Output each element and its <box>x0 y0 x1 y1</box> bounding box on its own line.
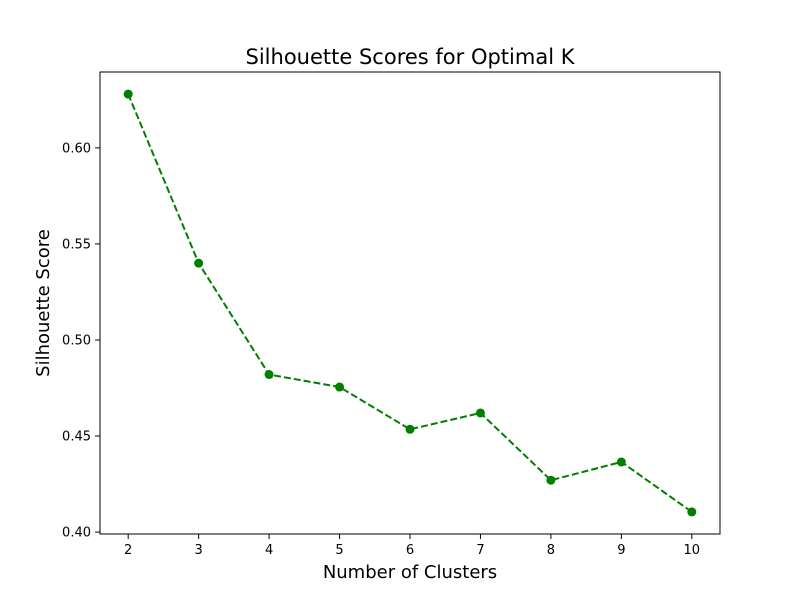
x-tick-label: 5 <box>335 543 343 558</box>
x-tick-label: 6 <box>406 543 414 558</box>
data-point <box>335 382 345 392</box>
x-tick-label: 10 <box>684 543 701 558</box>
x-tick-label: 3 <box>194 543 202 558</box>
data-point <box>616 457 626 467</box>
y-tick-label: 0.50 <box>62 333 91 348</box>
data-point <box>546 475 556 485</box>
x-tick-label: 9 <box>617 543 625 558</box>
plot-layer: 2 3 4 5 6 7 8 9 10 0.40 0.45 0.50 0.55 0.60 <box>62 71 721 558</box>
data-point <box>194 258 204 268</box>
series-line <box>127 93 693 513</box>
data-point <box>123 89 133 99</box>
y-axis-label: Silhouette Score <box>33 229 54 377</box>
data-point <box>687 507 697 517</box>
x-tick-label: 7 <box>476 543 484 558</box>
x-tick-label: 2 <box>124 543 132 558</box>
y-tick-label: 0.55 <box>62 237 91 252</box>
x-tick-label: 8 <box>547 543 555 558</box>
y-tick-label: 0.45 <box>62 430 91 445</box>
data-point <box>405 424 415 434</box>
chart-title: Silhouette Scores for Optimal K <box>246 45 576 69</box>
x-tick-label: 4 <box>265 543 273 558</box>
y-tick-label: 0.40 <box>62 526 91 541</box>
data-point <box>475 408 485 418</box>
data-point <box>264 370 274 380</box>
plot-frame <box>99 71 721 535</box>
y-tick-label: 0.60 <box>62 141 91 156</box>
x-axis-label: Number of Clusters <box>323 562 497 583</box>
